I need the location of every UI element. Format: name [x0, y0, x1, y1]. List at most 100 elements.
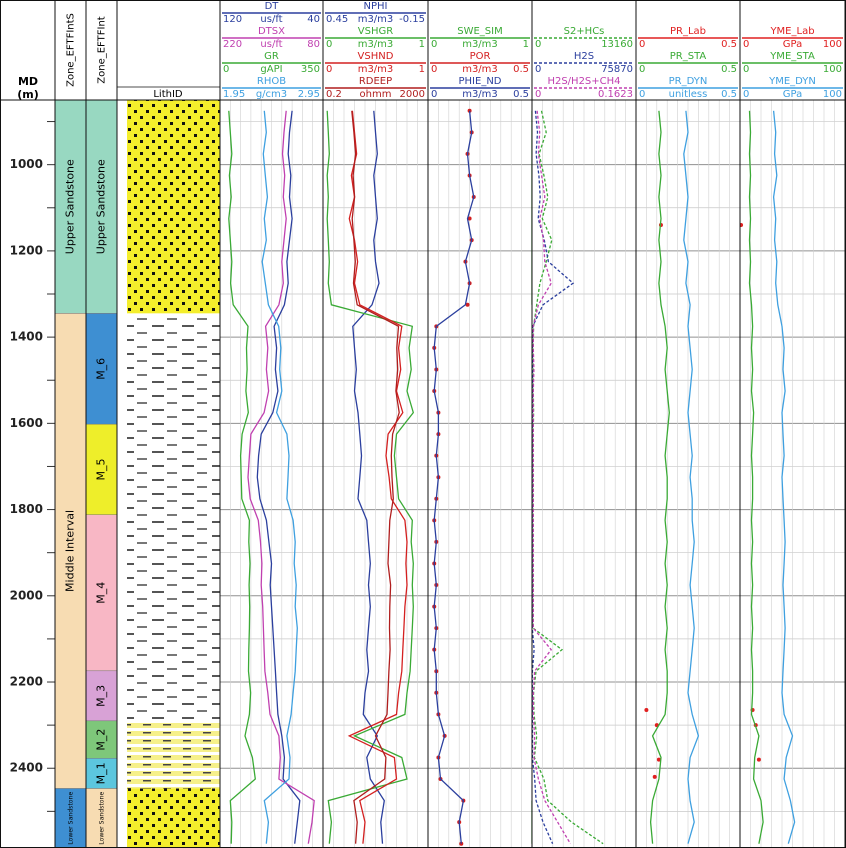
track	[326, 110, 415, 844]
scale-right: 100	[823, 39, 842, 50]
zone-label: M_1	[95, 762, 108, 784]
curve-name: POR	[470, 51, 491, 62]
curve	[261, 110, 298, 844]
scale-left: 0	[639, 39, 645, 50]
curve	[433, 110, 475, 844]
scale-right: 75870	[601, 64, 633, 75]
scale-right: 2.95	[298, 89, 320, 100]
zone	[54, 788, 87, 848]
data-point	[652, 774, 657, 779]
scale-right: 1	[419, 39, 425, 50]
scale-right: 100	[823, 64, 842, 75]
data-point	[644, 708, 649, 713]
data-point	[656, 757, 661, 762]
scale-right: 0.5	[721, 39, 737, 50]
track	[228, 110, 315, 844]
curve-name: RHOB	[257, 76, 286, 87]
scale-unit: m3/m3	[358, 14, 394, 25]
depth-tick-label: 2000	[10, 588, 43, 602]
scale-unit: m3/m3	[358, 39, 394, 50]
curve	[228, 110, 256, 844]
curve-name: VSHND	[358, 51, 394, 62]
zone-label: M_5	[95, 458, 108, 480]
curve-name: PR_DYN	[669, 76, 708, 87]
zone-label: M_6	[95, 358, 108, 380]
curve	[256, 110, 301, 844]
zone-label: M_3	[95, 685, 108, 707]
scale-left: 0	[431, 89, 437, 100]
scale-right: 40	[307, 14, 320, 25]
curve	[247, 110, 315, 844]
curve	[748, 110, 764, 844]
lith-interval	[127, 720, 220, 789]
scale-unit: ohmm	[360, 89, 392, 100]
scale-left: 0	[535, 39, 541, 50]
scale-left: 0	[326, 39, 332, 50]
curve-name: GR	[264, 51, 279, 62]
scale-left: 0	[743, 89, 749, 100]
scale-left: 0	[431, 64, 437, 75]
scale-unit: m3/m3	[462, 39, 498, 50]
scale-unit: g/cm3	[256, 89, 287, 100]
curve-name: NPHI	[364, 1, 388, 12]
scale-left: 120	[223, 14, 242, 25]
depth-label: MD	[18, 75, 38, 88]
scale-unit: us/ft	[260, 39, 282, 50]
scale-unit: us/ft	[260, 14, 282, 25]
scale-unit: unitless	[669, 89, 708, 100]
track	[644, 110, 700, 844]
curve-name: DT	[265, 1, 280, 12]
scale-unit: GPa	[783, 89, 802, 100]
curve-name: RDEEP	[359, 76, 392, 87]
scale-right: 0.5	[513, 64, 529, 75]
scale-left: 1.95	[223, 89, 245, 100]
zone-label: Upper Sandstone	[95, 159, 108, 254]
depth-tick-label: 1400	[10, 330, 43, 344]
curve	[352, 110, 385, 844]
curve	[351, 110, 400, 844]
zone-label: M_2	[95, 729, 108, 751]
data-point	[756, 757, 761, 762]
scale-right: 350	[301, 64, 320, 75]
curve-name: H2S/H2S+CH4	[547, 76, 620, 87]
depth-unit: (m)	[17, 88, 39, 101]
depth-tick-label: 1600	[10, 416, 43, 430]
scale-right: 0.5	[513, 89, 529, 100]
scale-left: 0	[326, 64, 332, 75]
scale-right: 1	[523, 39, 529, 50]
lith-interval	[127, 100, 220, 314]
curve	[326, 110, 415, 844]
scale-left: 0	[743, 64, 749, 75]
zone-track-title: Zone_EFTFIntS	[66, 13, 77, 87]
curve-name: S2+HCs	[564, 26, 605, 37]
zone	[85, 99, 118, 314]
curve-name: YME_STA	[769, 51, 815, 62]
curve-name: PR_Lab	[670, 26, 706, 37]
scale-left: 0	[639, 89, 645, 100]
scale-left: 0	[223, 64, 229, 75]
scale-right: 2000	[400, 89, 425, 100]
zone	[54, 313, 87, 789]
scale-right: 0.1623	[598, 89, 633, 100]
scale-right: 80	[307, 39, 320, 50]
curve-name: PHIE_ND	[459, 76, 502, 87]
lith-interval	[127, 313, 220, 721]
zone	[54, 99, 87, 314]
curve-name: YME_DYN	[768, 76, 816, 87]
scale-right: 0.5	[721, 89, 737, 100]
curve-name: SWE_SIM	[457, 26, 502, 37]
data-point	[467, 216, 472, 221]
scale-left: 0.2	[326, 89, 342, 100]
zone-label: M_4	[95, 582, 108, 604]
track	[740, 110, 796, 844]
curve	[772, 110, 796, 844]
zone	[85, 514, 118, 672]
zone-label: Middle Interval	[64, 510, 77, 592]
curve-name: YME_Lab	[769, 26, 814, 37]
depth-tick-label: 2200	[10, 675, 43, 689]
curve-name: PR_STA	[670, 51, 707, 62]
scale-right: 1	[419, 64, 425, 75]
lith-track-title: LithID	[153, 89, 183, 100]
zone	[85, 758, 118, 789]
